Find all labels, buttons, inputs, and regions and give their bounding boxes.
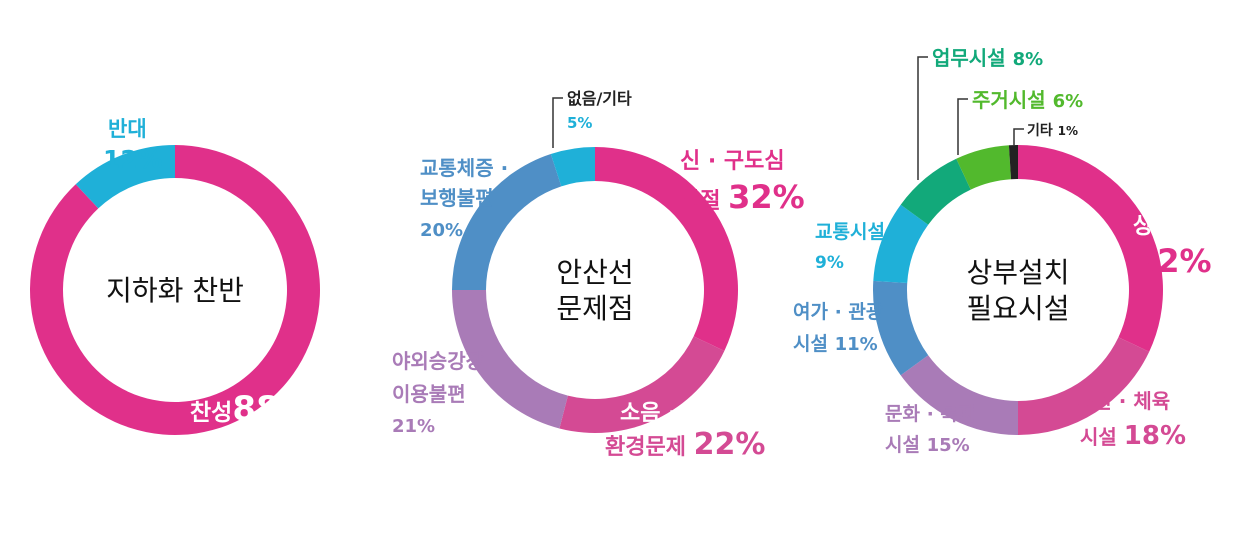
chart2-label-6: 주거시설 6% xyxy=(972,88,1083,112)
chart2-label-1-line2: 시설 18% xyxy=(1080,421,1186,451)
chart1-label-3-line2: 보행불편 xyxy=(420,186,494,210)
chart2-slice-4 xyxy=(873,204,929,284)
chart2-label-4-name: 교통시설 xyxy=(815,221,885,243)
chart1-slice-2 xyxy=(452,290,568,429)
chart2-label-7: 기타 1% xyxy=(1027,123,1078,139)
chart1-slice-0 xyxy=(595,147,738,351)
chart2-slice-6 xyxy=(956,145,1012,190)
chart0-label-no-name: 반대 xyxy=(108,117,147,141)
chart2-label-3-line2: 시설 11% xyxy=(793,333,878,355)
chart1-label-0-line2: 단절 32% xyxy=(680,178,805,216)
chart2-slice-2 xyxy=(900,355,1018,435)
chart2-slice-5 xyxy=(900,158,971,225)
chart2-label-0-name: 상업시설 xyxy=(1133,214,1214,239)
chart0-slice-1 xyxy=(75,145,175,209)
chart0-label-no-value: 12% xyxy=(103,145,163,174)
chart1-label-2-line2: 이용불편 xyxy=(392,382,466,406)
chart2-label-5: 업무시설 8% xyxy=(932,46,1043,70)
chart1-slice-1 xyxy=(559,336,725,434)
chart2-label-2-line1: 문화 · 복지 xyxy=(885,403,975,425)
chart2-label-0-value: 32% xyxy=(1135,242,1212,280)
chart1-label-4-name: 없음/기타 xyxy=(567,89,632,108)
chart2-slice-0 xyxy=(1018,145,1164,352)
chart2-label-2-line2: 시설 15% xyxy=(885,434,970,456)
chart2-leader-6 xyxy=(957,98,968,155)
chart2-label-1-line1: 공원 · 체육 xyxy=(1075,389,1170,413)
chart2-slice-3 xyxy=(873,280,929,376)
chart0-label-yes: 찬성88% xyxy=(190,389,300,429)
chart2-leader-5 xyxy=(917,56,928,180)
chart1-slice-3 xyxy=(452,153,562,290)
chart2-slice-7 xyxy=(1008,145,1018,180)
chart0-center-label: 지하화 찬반 xyxy=(106,274,244,307)
chart1-slice-4 xyxy=(550,147,595,187)
chart1-label-2-value: 21% xyxy=(392,416,435,437)
chart2-label-4-value: 9% xyxy=(815,253,844,273)
chart2-slice-1 xyxy=(1018,337,1150,435)
chart1-label-0-line1: 신 · 구도심 xyxy=(680,149,785,174)
chart2-center-label: 필요시설 xyxy=(966,292,1069,325)
chart1-label-2-line1: 야외승강장 xyxy=(392,349,485,373)
donut-chart-underground-pros-cons: 지하화 찬반 반대 12% 찬성88% xyxy=(29,117,321,435)
chart1-center-label: 문제점 xyxy=(556,292,633,325)
chart2-center-label: 상부설치 xyxy=(966,256,1069,289)
chart2-label-3-line1: 여가 · 관광 xyxy=(793,301,884,323)
chart2-leader-7 xyxy=(1013,128,1024,146)
chart1-label-3-value: 20% xyxy=(420,220,463,241)
chart1-center-label: 안산선 xyxy=(556,256,633,289)
chart1-label-1-line2: 환경문제 22% xyxy=(605,427,765,462)
chart1-label-3-line1: 교통체증 · xyxy=(420,156,508,180)
chart1-label-4-value: 5% xyxy=(567,114,592,132)
chart1-leader-4 xyxy=(552,97,563,148)
chart1-label-1-line1: 소음 · 진동 등 xyxy=(620,401,753,426)
